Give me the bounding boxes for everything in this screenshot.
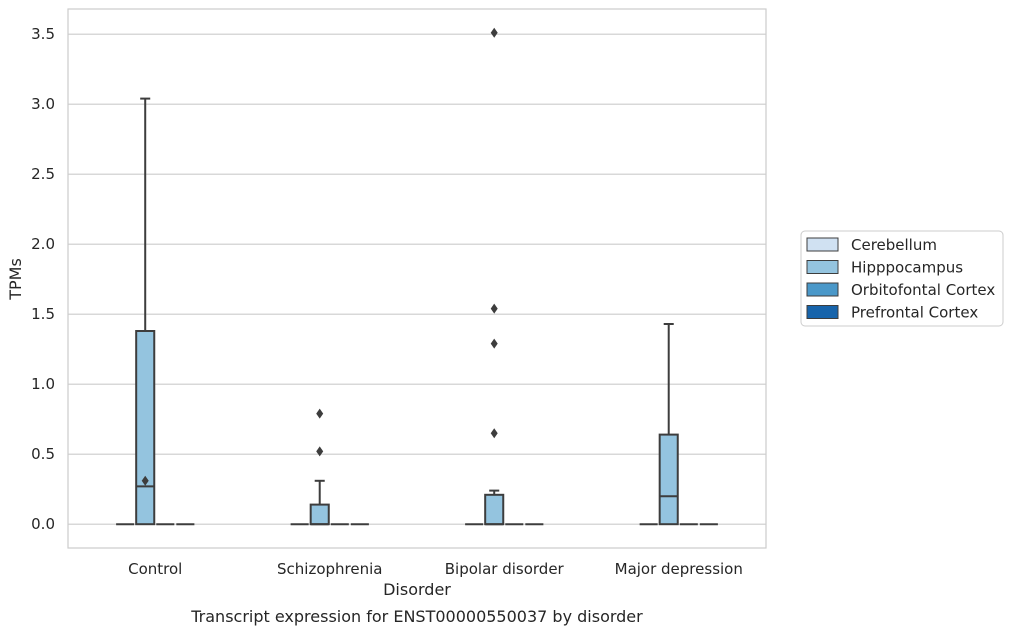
box-group: [658, 323, 679, 526]
box-group: [309, 408, 330, 526]
box-group: [484, 27, 505, 526]
legend-swatch: [806, 305, 839, 319]
chart-caption: Transcript expression for ENST0000055003…: [190, 607, 643, 626]
box: [484, 493, 505, 526]
legend-label: Orbitofontal Cortex: [851, 281, 995, 299]
y-tick-label: 0.0: [31, 515, 55, 533]
legend: Cerebellum Hipppocampus Orbitofontal Corte…: [800, 230, 1004, 327]
legend-label: Cerebellum: [851, 236, 937, 254]
legend-swatch: [806, 260, 839, 274]
legend-swatch: [806, 237, 839, 252]
y-tick-label: 0.5: [31, 445, 55, 463]
box-plot-marks: [116, 27, 718, 526]
box: [135, 330, 156, 526]
outlier-point: [141, 475, 149, 486]
box: [658, 433, 679, 526]
legend-label: Prefrontal Cortex: [851, 304, 978, 322]
box-group: [135, 97, 156, 526]
box: [309, 503, 330, 526]
y-tick-label: 3.0: [31, 95, 55, 113]
legend-label: Hipppocampus: [851, 259, 963, 277]
legend-frame: [800, 230, 1004, 327]
outlier-point: [316, 446, 324, 457]
outlier-point: [490, 27, 498, 38]
outlier-point: [316, 408, 324, 419]
y-tick-labels: 0.0 0.5 1.0 1.5 2.0 2.5 3.0 3.5: [31, 25, 55, 533]
x-tick-label: Bipolar disorder: [445, 560, 565, 578]
outlier-point: [490, 428, 498, 439]
y-tick-label: 1.5: [31, 305, 55, 323]
x-axis-title: Disorder: [383, 580, 451, 599]
y-tick-label: 2.5: [31, 165, 55, 183]
grid-lines: [68, 33, 766, 525]
y-tick-label: 3.5: [31, 25, 55, 43]
outlier-point: [490, 303, 498, 314]
x-tick-label: Schizophrenia: [277, 560, 382, 578]
y-tick-label: 1.0: [31, 375, 55, 393]
plot-frame: [67, 8, 767, 549]
x-tick-labels: Control Schizophrenia Bipolar disorder Majo…: [128, 560, 743, 578]
legend-swatch: [806, 282, 839, 297]
x-tick-label: Control: [128, 560, 182, 578]
x-tick-label: Major depression: [615, 560, 743, 578]
outlier-point: [490, 338, 498, 349]
y-tick-label: 2.0: [31, 235, 55, 253]
y-axis-title: TPMs: [6, 258, 25, 301]
